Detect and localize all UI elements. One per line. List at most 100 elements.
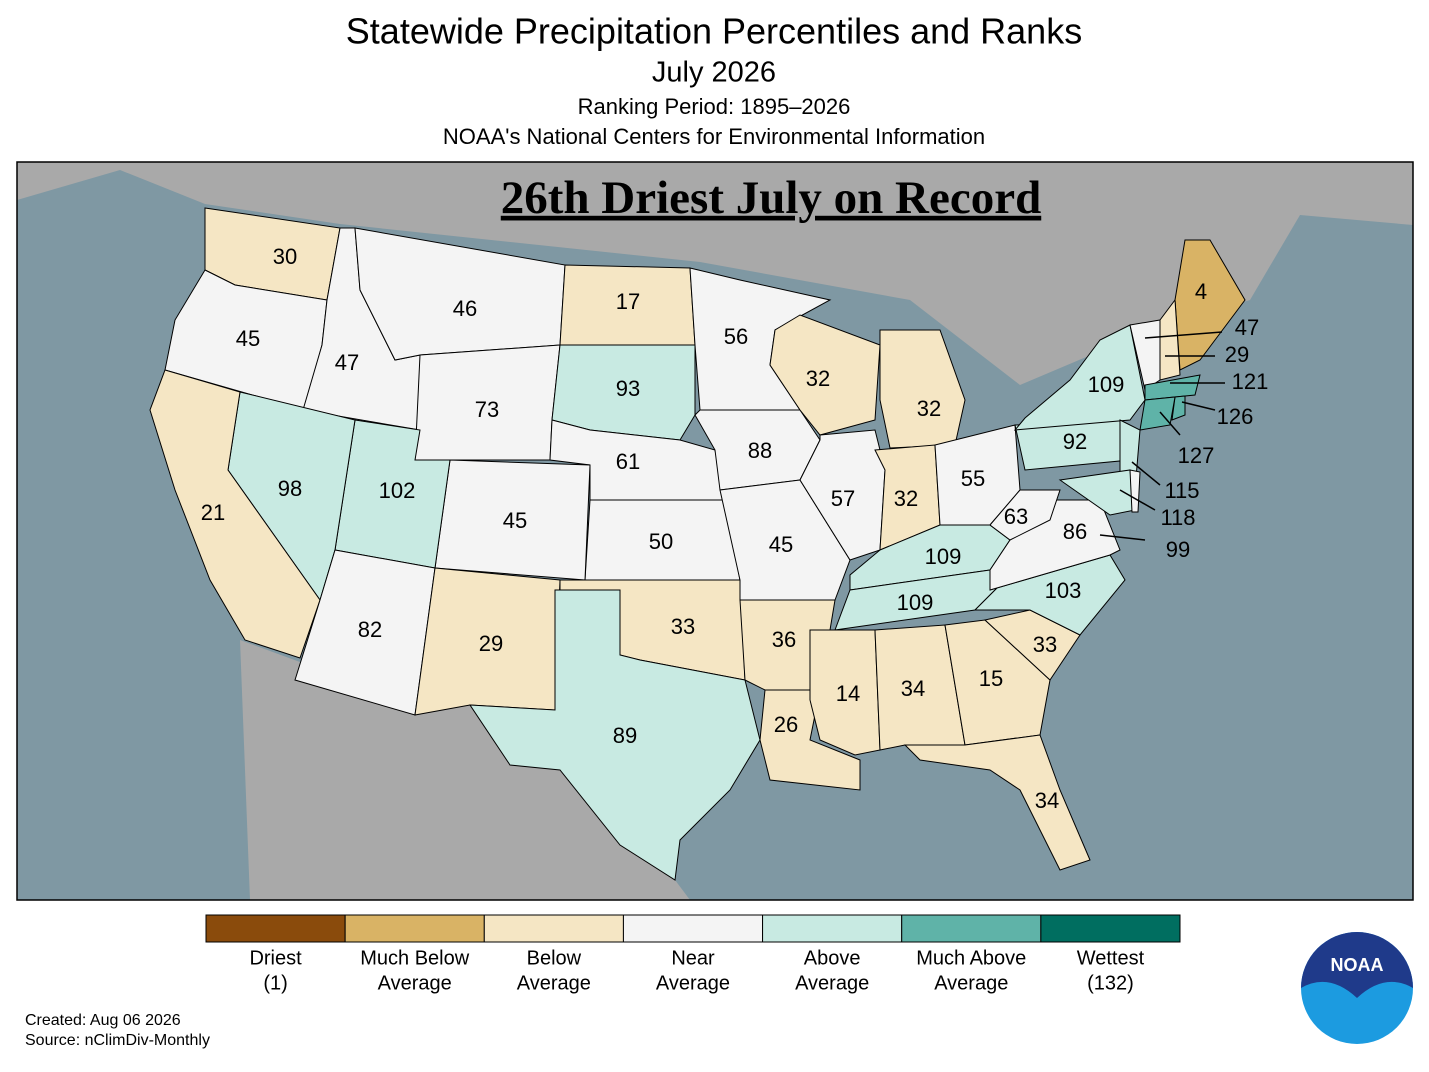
state-rank: 98 [278, 476, 302, 501]
state-rank: 73 [475, 397, 499, 422]
state-rank: 26 [774, 712, 798, 737]
state-rank: 126 [1217, 404, 1254, 429]
state-rank: 127 [1178, 443, 1215, 468]
state-rank: 118 [1160, 505, 1195, 530]
state-rank: 55 [961, 466, 985, 491]
state-rank: 32 [917, 396, 941, 421]
state-labels: 30 45 47 46 73 17 93 61 50 45 102 98 21 82 29 33 89 56 88 4… [201, 244, 1269, 813]
legend-label: Wettest [1077, 947, 1145, 969]
leader-line [1131, 461, 1161, 486]
states [149, 207, 1246, 881]
banner: 26th Driest July on Record [501, 172, 1041, 224]
org: NOAA's National Centers for Environmenta… [443, 124, 985, 149]
state-rank: 45 [503, 508, 527, 533]
canada [17, 162, 1413, 385]
mexico [240, 640, 690, 900]
state-rank: 109 [897, 590, 934, 615]
state [1171, 395, 1186, 421]
state-rank: 99 [1166, 537, 1190, 562]
state [1013, 324, 1146, 431]
state [1144, 374, 1201, 401]
noaa-logo: NOAA [1301, 932, 1413, 1044]
state-rank: 14 [836, 681, 860, 706]
state-rank: 89 [613, 723, 637, 748]
state-rank: 34 [901, 676, 925, 701]
leader-line [1181, 401, 1216, 411]
state [1129, 469, 1141, 513]
state-rank: 86 [1063, 519, 1087, 544]
state [469, 589, 761, 881]
state-rank: 45 [769, 532, 793, 557]
state-rank: 17 [616, 289, 640, 314]
state-rank: 46 [453, 296, 477, 321]
legend-label: Average [656, 972, 730, 994]
state-rank: 115 [1164, 478, 1199, 503]
leader-line [1099, 534, 1146, 541]
legend: Driest (1) Much Below Average Below Average Ne… [205, 914, 1181, 994]
state-rank: 121 [1232, 369, 1269, 394]
state-rank: 63 [1004, 504, 1028, 529]
state-rank: 32 [806, 366, 830, 391]
legend-swatch [483, 914, 624, 943]
logo-text: NOAA [1331, 955, 1384, 975]
state-rank: 34 [1035, 788, 1059, 813]
legend-label: (132) [1087, 972, 1134, 994]
state-rank: 33 [671, 614, 695, 639]
state-rank: 50 [649, 529, 673, 554]
legend-label: Below [527, 947, 582, 969]
state-rank: 29 [479, 631, 503, 656]
state-rank: 21 [201, 500, 225, 525]
state-rank: 32 [894, 486, 918, 511]
legend-label: Near [671, 947, 715, 969]
source: Source: nClimDiv-Monthly [25, 1032, 210, 1049]
leader-line [1159, 411, 1181, 436]
state-rank: 102 [379, 478, 416, 503]
legend-label: Average [795, 972, 869, 994]
logo-top [1301, 932, 1413, 998]
period: Ranking Period: 1895–2026 [578, 94, 851, 119]
created: Created: Aug 06 2026 [25, 1012, 181, 1029]
legend-label: Much Below [360, 947, 469, 969]
legend-label: Average [517, 972, 591, 994]
state-rank: 92 [1063, 429, 1087, 454]
state-rank: 4 [1195, 279, 1207, 304]
state-rank: 93 [616, 376, 640, 401]
state-rank: 61 [616, 449, 640, 474]
state [769, 314, 881, 436]
legend-swatch [762, 914, 903, 943]
state-rank: 109 [925, 544, 962, 569]
legend-label: Much Above [916, 947, 1026, 969]
state-rank: 103 [1045, 578, 1082, 603]
legend-swatch [1040, 914, 1181, 943]
map-frame [16, 161, 1414, 901]
state-rank: 56 [724, 324, 748, 349]
state-rank: 33 [1033, 632, 1057, 657]
legend-swatch [344, 914, 485, 943]
state [944, 619, 1051, 746]
state-rank: 15 [979, 666, 1003, 691]
legend-swatch [205, 914, 346, 943]
state [903, 734, 1091, 871]
state [799, 429, 886, 561]
subtitle: July 2026 [652, 57, 776, 89]
state [989, 489, 1061, 541]
state-rank: 82 [358, 617, 382, 642]
state [149, 369, 321, 659]
legend-swatch [901, 914, 1042, 943]
leader-line [1119, 489, 1156, 511]
state-rank: 30 [273, 244, 297, 269]
state-rank: 36 [772, 627, 796, 652]
state-rank: 47 [1235, 315, 1259, 340]
legend-label: Average [378, 972, 452, 994]
leader-line [1144, 331, 1223, 339]
legend-label: (1) [263, 972, 287, 994]
state-rank: 57 [831, 486, 855, 511]
legend-label: Average [934, 972, 1008, 994]
legend-swatch [622, 914, 764, 943]
state [294, 549, 436, 716]
legend-label: Driest [249, 947, 302, 969]
state [1159, 298, 1181, 381]
state-rank: 45 [236, 326, 260, 351]
